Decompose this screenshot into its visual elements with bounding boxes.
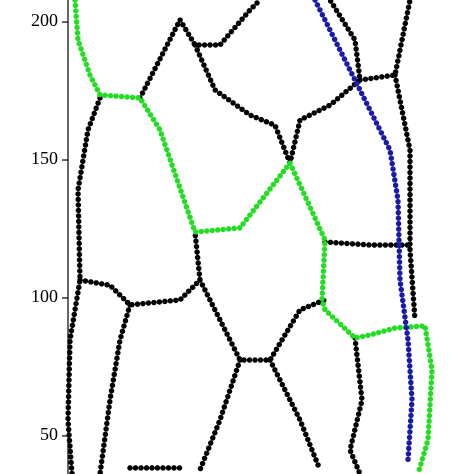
y-tick-label: 50	[40, 424, 58, 444]
dotted-path	[65, 0, 418, 474]
y-tick-label: 200	[31, 10, 58, 30]
dotted-path	[312, 0, 415, 463]
y-tick-label: 100	[31, 286, 58, 306]
y-tick-label: 150	[31, 148, 58, 168]
dotted-path	[72, 0, 435, 474]
